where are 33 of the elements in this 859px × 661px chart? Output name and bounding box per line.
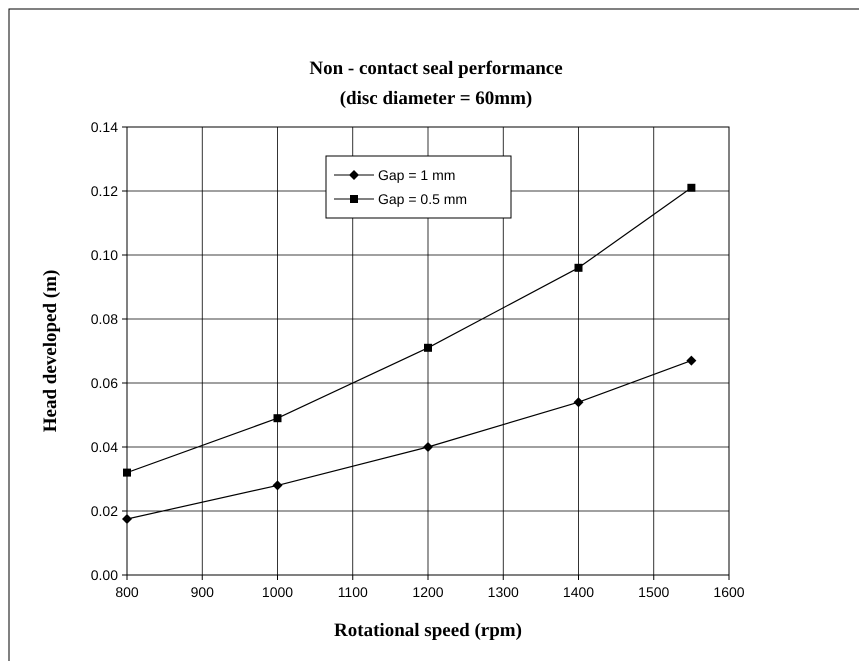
y-tick-label: 0.08: [90, 311, 118, 327]
y-tick-label: 0.04: [90, 439, 118, 455]
x-tick-label: 1000: [262, 584, 294, 600]
x-axis-title: Rotational speed (rpm): [334, 620, 522, 641]
point: [274, 414, 282, 422]
y-tick-label: 0.14: [90, 119, 118, 135]
point: [122, 514, 132, 524]
y-tick-label: 0.10: [90, 247, 118, 263]
legend-label: Gap = 0.5 mm: [378, 191, 468, 207]
point: [574, 397, 584, 408]
y-tick-label: 0.12: [90, 183, 118, 199]
chart-title: Non - contact seal performance: [309, 58, 563, 79]
x-tick-label: 1100: [338, 584, 368, 600]
point: [686, 356, 696, 366]
x-tick-label: 1200: [412, 584, 444, 600]
x-tick-label: 1500: [638, 584, 670, 600]
y-tick-label: 0.06: [90, 375, 118, 391]
chart-subtitle: (disc diameter = 60mm): [340, 88, 532, 109]
x-tick-label: 1600: [713, 584, 745, 600]
point: [574, 264, 582, 272]
point: [423, 442, 433, 452]
point: [272, 480, 282, 490]
x-tick-label: 1400: [562, 584, 594, 600]
y-tick-label: 0.02: [90, 503, 118, 519]
y-tick-label: 0.00: [90, 567, 118, 583]
y-axis-title: Head developed (m): [40, 270, 61, 432]
x-tick-label: 800: [115, 584, 139, 600]
point: [424, 344, 432, 352]
x-tick-label: 900: [190, 584, 214, 600]
legend-label: Gap = 1 mm: [378, 167, 456, 183]
x-tick-label: 1300: [488, 584, 520, 600]
point: [687, 184, 696, 192]
point: [123, 468, 131, 477]
